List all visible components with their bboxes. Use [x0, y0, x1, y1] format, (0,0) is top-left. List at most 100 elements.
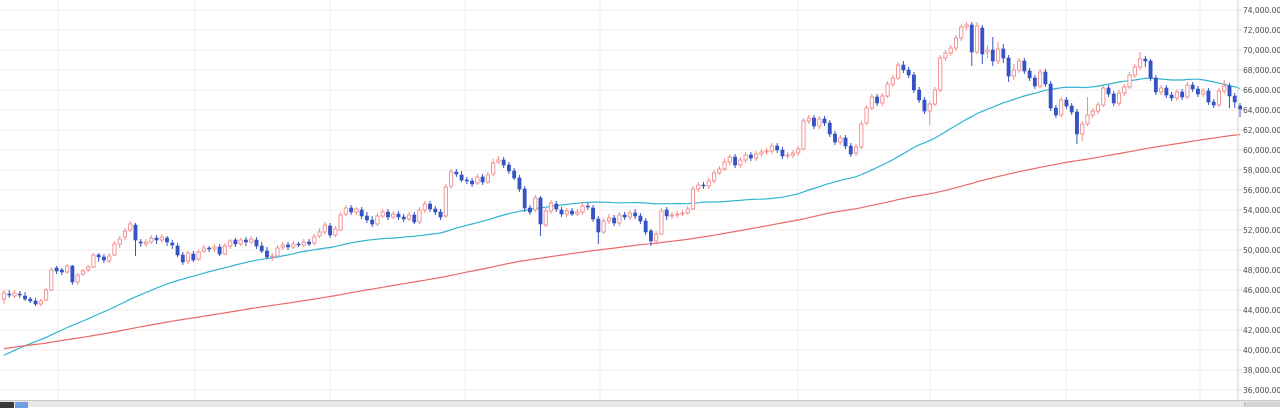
- candle-down[interactable]: [70, 265, 75, 283]
- candle-up[interactable]: [601, 220, 606, 233]
- candle-down[interactable]: [901, 64, 906, 71]
- candle-up[interactable]: [38, 300, 43, 305]
- candle-up[interactable]: [932, 89, 938, 105]
- candle-up[interactable]: [443, 186, 448, 217]
- candle-down[interactable]: [701, 184, 706, 187]
- candle-up[interactable]: [927, 103, 932, 112]
- candle-up[interactable]: [722, 161, 727, 170]
- candle-down[interactable]: [1048, 83, 1053, 109]
- candle-down[interactable]: [33, 300, 38, 305]
- candle-up[interactable]: [43, 289, 49, 301]
- candle-down[interactable]: [570, 210, 574, 215]
- candle-down[interactable]: [1006, 57, 1011, 77]
- candle-down[interactable]: [180, 254, 185, 263]
- candlesticks[interactable]: [1, 22, 1242, 306]
- candle-up[interactable]: [291, 243, 296, 248]
- candle-down[interactable]: [359, 209, 364, 217]
- candle-up[interactable]: [838, 137, 843, 143]
- candle-down[interactable]: [528, 207, 532, 213]
- candle-up[interactable]: [1174, 91, 1179, 99]
- candle-up[interactable]: [1059, 99, 1064, 116]
- candle-up[interactable]: [280, 244, 285, 248]
- candle-down[interactable]: [917, 89, 922, 101]
- candle-down[interactable]: [349, 207, 354, 213]
- candle-down[interactable]: [386, 211, 390, 218]
- candle-up[interactable]: [769, 145, 774, 152]
- candle-down[interactable]: [23, 295, 27, 300]
- candle-up[interactable]: [49, 269, 54, 291]
- candle-down[interactable]: [1069, 105, 1074, 113]
- candle-up[interactable]: [86, 266, 91, 271]
- candle-up[interactable]: [543, 210, 548, 226]
- candle-down[interactable]: [175, 245, 180, 256]
- candle-down[interactable]: [1238, 105, 1242, 111]
- candle-up[interactable]: [312, 236, 317, 244]
- candle-down[interactable]: [969, 24, 974, 53]
- candle-down[interactable]: [848, 145, 853, 155]
- candle-up[interactable]: [112, 243, 117, 256]
- candle-down[interactable]: [1148, 60, 1153, 79]
- candle-up[interactable]: [496, 159, 501, 163]
- candle-down[interactable]: [1211, 101, 1216, 106]
- candle-up[interactable]: [659, 210, 664, 235]
- candle-up[interactable]: [1101, 87, 1106, 106]
- candle-up[interactable]: [228, 240, 233, 247]
- candle-up[interactable]: [406, 214, 412, 220]
- candle-down[interactable]: [54, 267, 59, 272]
- candle-down[interactable]: [780, 149, 785, 157]
- candle-down[interactable]: [401, 216, 406, 220]
- candle-down[interactable]: [922, 99, 927, 112]
- candle-down[interactable]: [59, 269, 64, 273]
- candle-up[interactable]: [1137, 58, 1143, 68]
- candle-down[interactable]: [596, 218, 601, 233]
- candle-up[interactable]: [12, 292, 17, 297]
- candle-up[interactable]: [91, 254, 96, 268]
- candle-up[interactable]: [422, 203, 427, 211]
- candle-down[interactable]: [906, 69, 911, 76]
- candle-up[interactable]: [627, 212, 632, 218]
- candle-up[interactable]: [1216, 90, 1222, 106]
- candle-up[interactable]: [680, 212, 685, 215]
- candle-up[interactable]: [238, 239, 243, 245]
- candle-up[interactable]: [1011, 69, 1016, 77]
- candle-up[interactable]: [1222, 85, 1227, 92]
- candle-down[interactable]: [138, 241, 143, 244]
- candle-up[interactable]: [1, 292, 7, 300]
- candle-up[interactable]: [1090, 110, 1095, 116]
- candle-down[interactable]: [1032, 77, 1037, 87]
- candle-up[interactable]: [65, 265, 70, 273]
- candle-up[interactable]: [796, 148, 801, 154]
- candle-down[interactable]: [843, 137, 848, 147]
- candle-up[interactable]: [448, 171, 454, 187]
- candle-down[interactable]: [633, 212, 638, 217]
- candle-down[interactable]: [622, 214, 627, 218]
- candle-down[interactable]: [7, 293, 12, 296]
- candle-down[interactable]: [1190, 84, 1195, 90]
- candle-up[interactable]: [1132, 66, 1137, 76]
- candle-down[interactable]: [96, 254, 101, 258]
- candle-up[interactable]: [548, 202, 554, 212]
- candle-down[interactable]: [822, 118, 827, 124]
- candle-up[interactable]: [785, 154, 790, 157]
- candle-down[interactable]: [217, 246, 222, 255]
- candle-up[interactable]: [417, 209, 422, 223]
- candle-up[interactable]: [270, 255, 275, 258]
- candle-up[interactable]: [1116, 92, 1122, 104]
- candle-up[interactable]: [1127, 74, 1132, 88]
- candle-down[interactable]: [1027, 70, 1032, 79]
- candle-down[interactable]: [875, 96, 880, 104]
- candle-down[interactable]: [980, 27, 985, 55]
- candle-down[interactable]: [512, 170, 517, 179]
- candle-up[interactable]: [1017, 60, 1022, 71]
- candle-up[interactable]: [249, 238, 254, 243]
- candle-down[interactable]: [827, 122, 832, 135]
- candle-down[interactable]: [154, 237, 159, 241]
- candle-up[interactable]: [354, 208, 359, 213]
- candle-down[interactable]: [470, 180, 475, 185]
- candle-up[interactable]: [1080, 123, 1085, 135]
- candle-down[interactable]: [833, 133, 837, 143]
- candle-down[interactable]: [1153, 77, 1158, 93]
- candle-down[interactable]: [133, 224, 138, 241]
- candle-down[interactable]: [396, 213, 401, 218]
- candle-down[interactable]: [433, 208, 438, 213]
